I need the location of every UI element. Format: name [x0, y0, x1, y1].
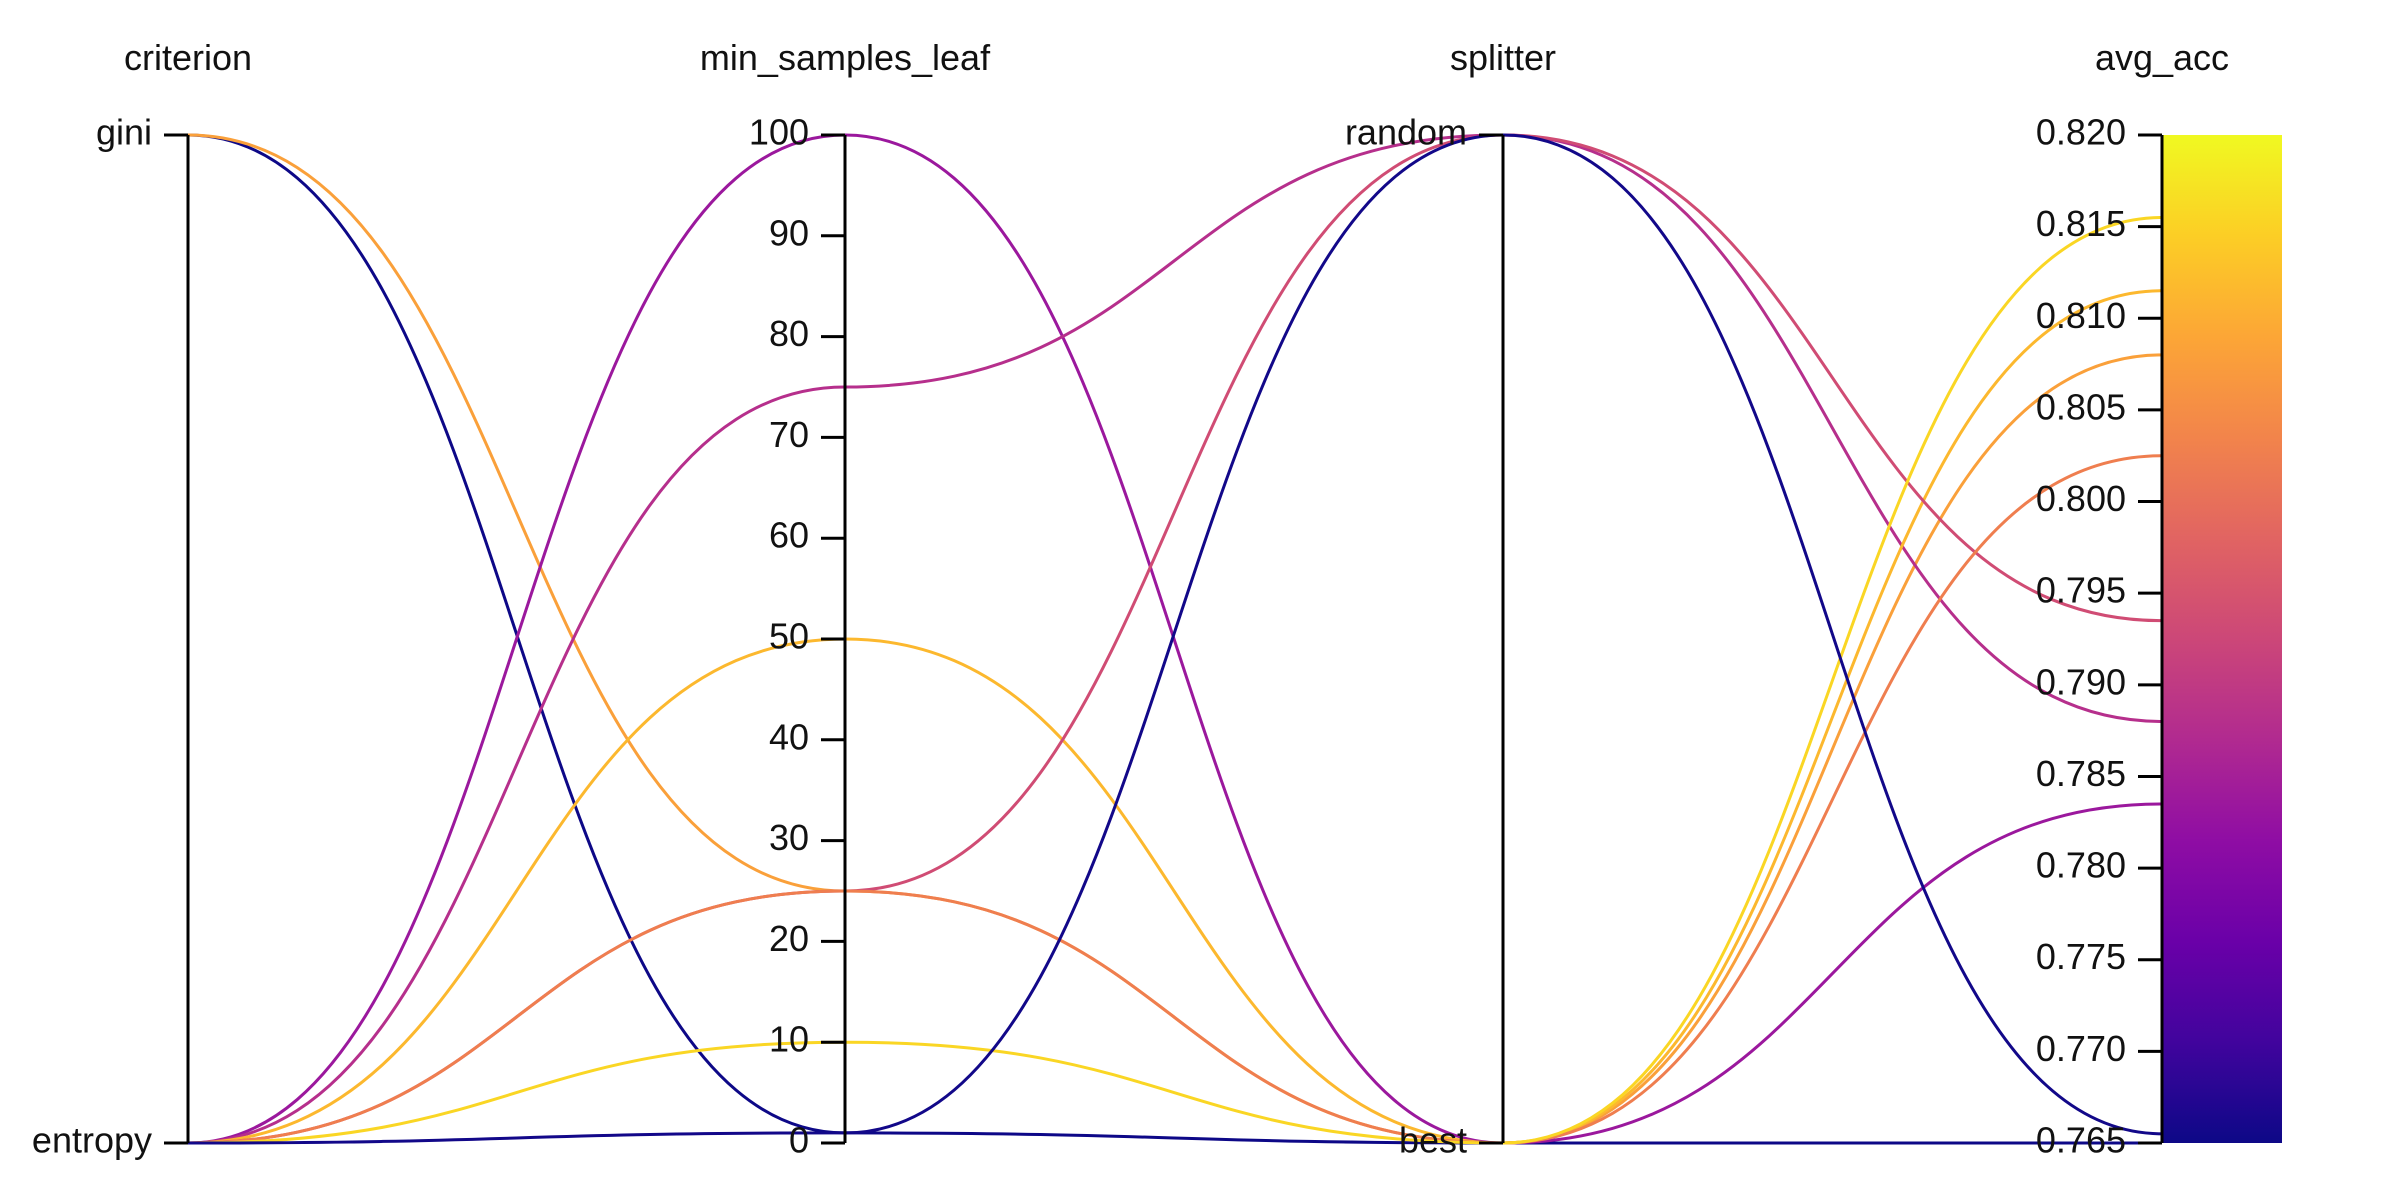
- tick-label-avg_acc: 0.790: [2036, 661, 2126, 702]
- tick-label-avg_acc: 0.770: [2036, 1028, 2126, 1069]
- tick-label-min_samples_leaf: 10: [769, 1019, 809, 1060]
- polyline-layer: [187, 133, 2282, 1145]
- tick-label-avg_acc: 0.795: [2036, 570, 2126, 611]
- tick-label-min_samples_leaf: 40: [769, 716, 809, 757]
- data-line-7: [187, 215, 2163, 1145]
- tick-label-criterion: gini: [96, 112, 152, 153]
- tick-label-min_samples_leaf: 70: [769, 414, 809, 455]
- tick-label-avg_acc: 0.820: [2036, 112, 2126, 153]
- data-line-8: [187, 133, 2163, 1145]
- tick-label-min_samples_leaf: 60: [769, 515, 809, 556]
- axis-title-min_samples_leaf: min_samples_leaf: [700, 37, 991, 78]
- data-line-0: [187, 133, 2162, 1145]
- axis-avg_acc: avg_acc 0.765 0.770 0.775 0.780 0.785 0.790 0.7…: [2036, 37, 2229, 1161]
- tick-label-min_samples_leaf: 30: [769, 817, 809, 858]
- axis-title-avg_acc: avg_acc: [2095, 37, 2229, 78]
- tick-label-avg_acc: 0.785: [2036, 753, 2126, 794]
- tick-label-min_samples_leaf: 80: [769, 313, 809, 354]
- axis-criterion: criterion entropy gini: [32, 37, 252, 1161]
- tick-label-min_samples_leaf: 100: [749, 112, 809, 153]
- tick-label-avg_acc: 0.805: [2036, 386, 2126, 427]
- data-line-2: [187, 133, 2163, 1145]
- data-line-4: [187, 289, 2163, 1145]
- tick-label-avg_acc: 0.800: [2036, 478, 2126, 519]
- tick-label-min_samples_leaf: 20: [769, 918, 809, 959]
- axes-layer: criterion entropy gini min_samples_leaf 0 10 2…: [32, 37, 2229, 1161]
- axis-title-splitter: splitter: [1450, 37, 1556, 78]
- tick-label-splitter: best: [1399, 1120, 1467, 1161]
- axis-min_samples_leaf: min_samples_leaf 0 10 20 30 40 50 60 70 80 90 100: [700, 37, 991, 1161]
- tick-label-avg_acc: 0.765: [2036, 1120, 2126, 1161]
- data-line-3: [187, 133, 2163, 1145]
- tick-label-avg_acc: 0.775: [2036, 936, 2126, 977]
- axis-title-criterion: criterion: [124, 37, 252, 78]
- tick-label-splitter: random: [1345, 112, 1467, 153]
- tick-label-avg_acc: 0.780: [2036, 845, 2126, 886]
- tick-label-avg_acc: 0.810: [2036, 295, 2126, 336]
- tick-label-avg_acc: 0.815: [2036, 203, 2126, 244]
- data-line-6: [187, 454, 2163, 1145]
- tick-label-min_samples_leaf: 50: [769, 616, 809, 657]
- tick-label-min_samples_leaf: 90: [769, 212, 809, 253]
- tick-label-min_samples_leaf: 0: [789, 1120, 809, 1161]
- tick-label-criterion: entropy: [32, 1120, 152, 1161]
- colorbar: [2162, 135, 2282, 1143]
- axis-splitter: splitter best random: [1345, 37, 1556, 1161]
